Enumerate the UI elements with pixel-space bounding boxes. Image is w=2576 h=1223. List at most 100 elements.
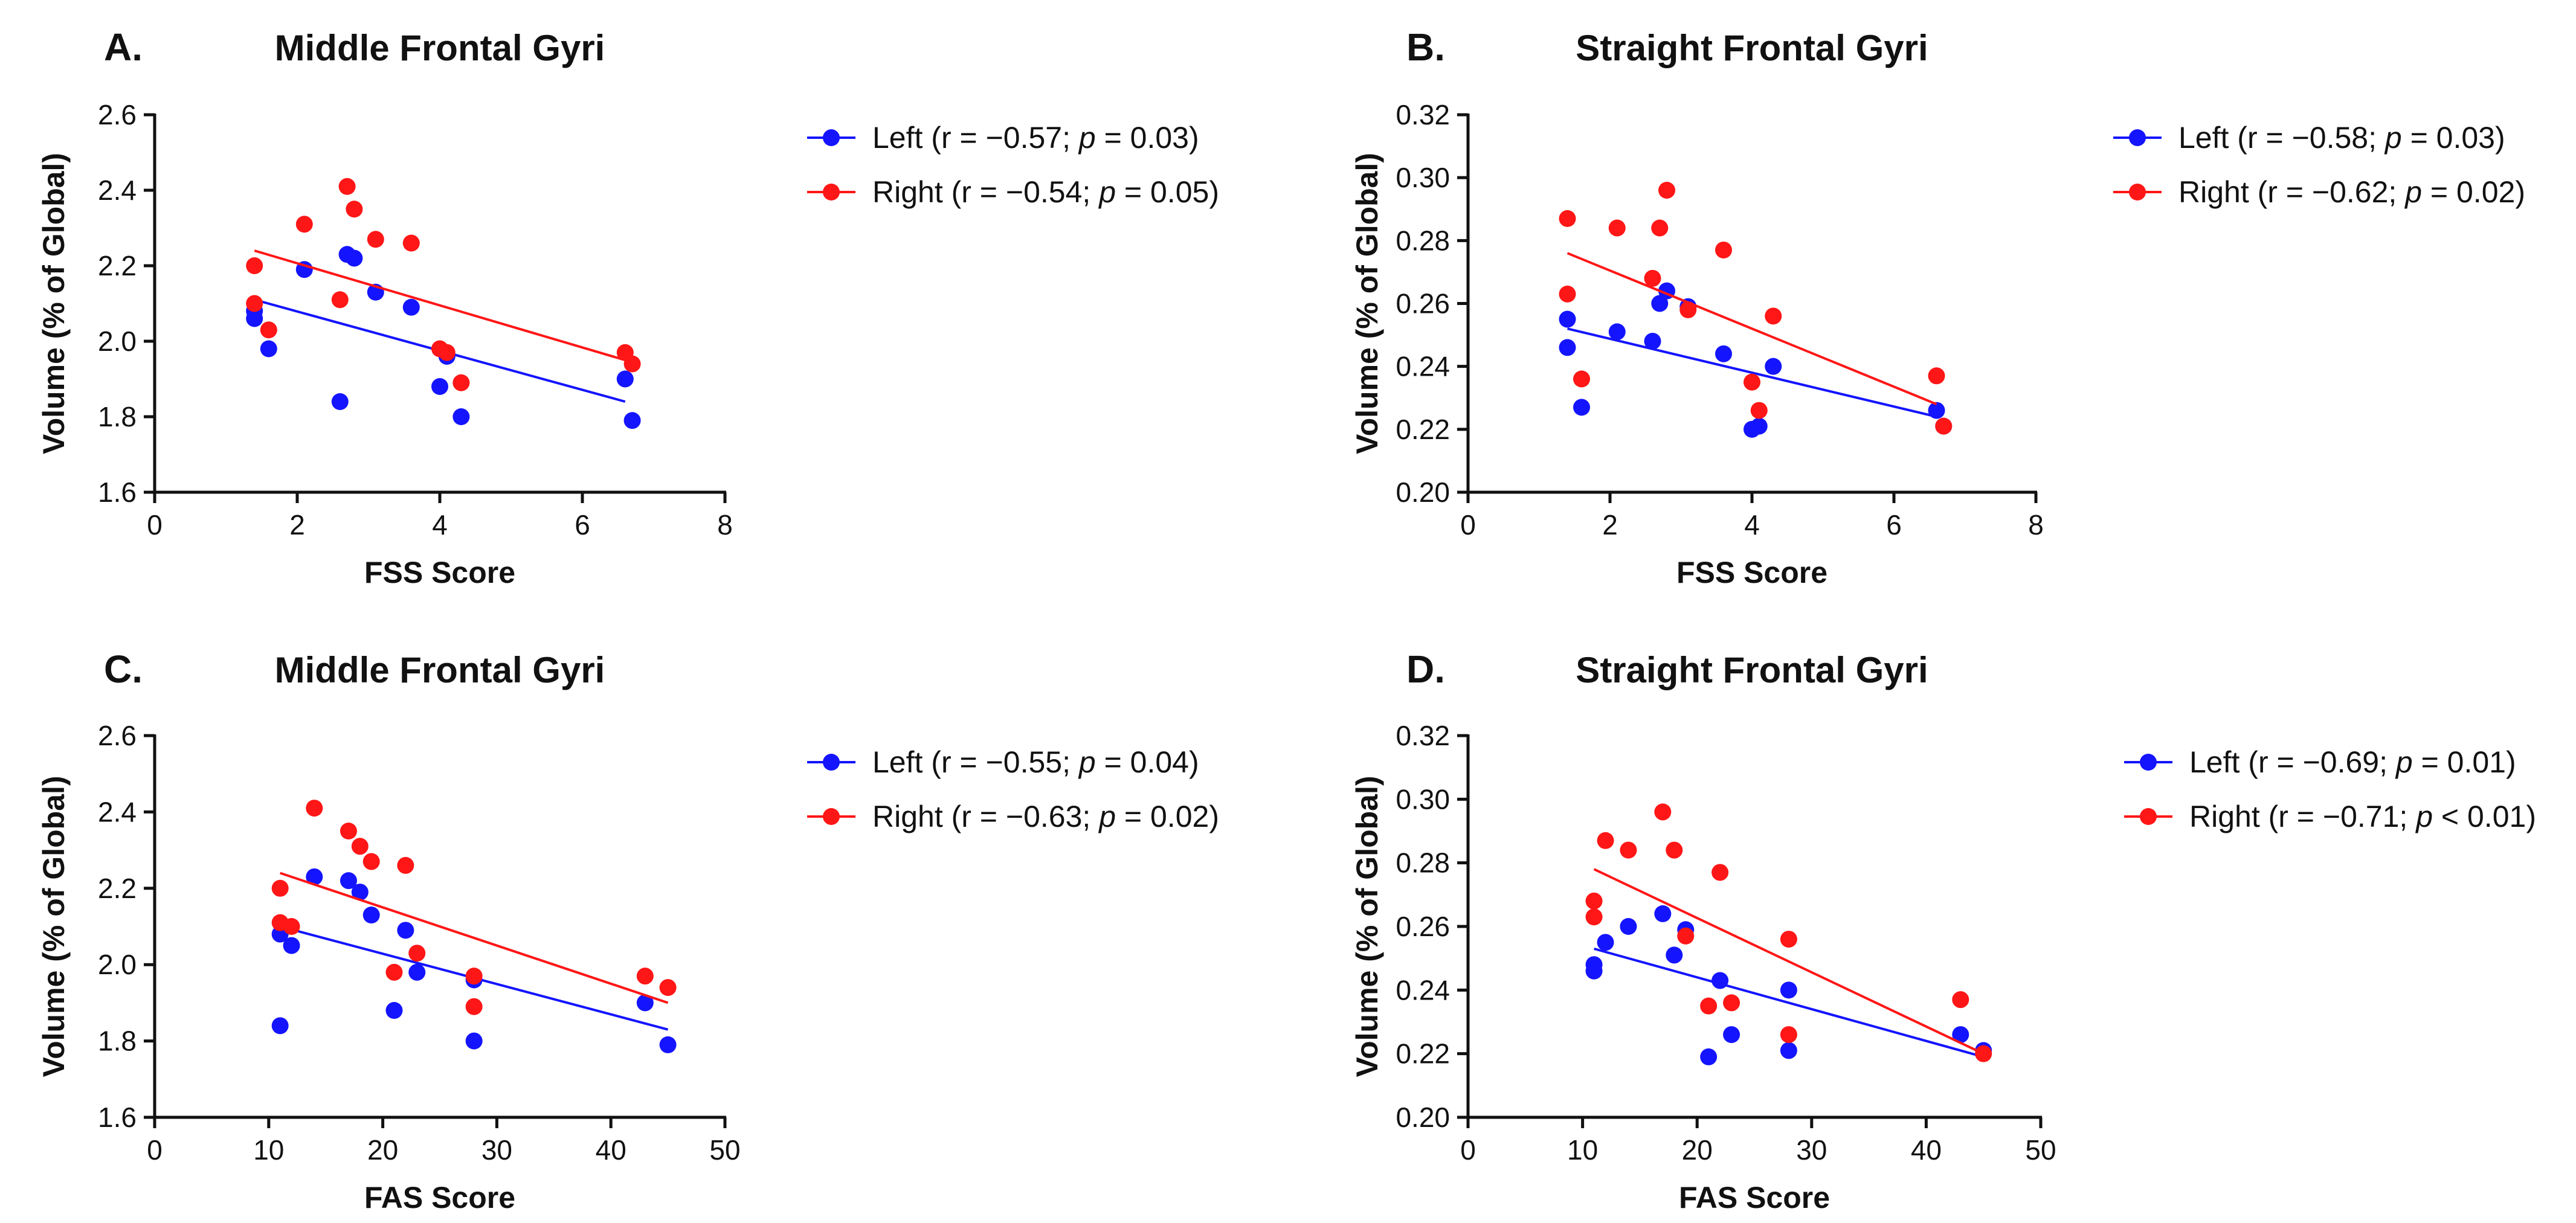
legend-item-right: Right (r = −0.71; p < 0.01) — [2124, 800, 2536, 833]
legend-label-stat: Right (r = −0.62; — [2178, 175, 2405, 209]
legend-label-p: p — [2395, 745, 2413, 779]
legend-label-p: p — [1078, 745, 1096, 779]
data-point-left — [260, 340, 277, 358]
legend-label: Left (r = −0.57; p = 0.03) — [872, 121, 1199, 155]
data-point-right — [338, 178, 356, 195]
x-tick-label: 40 — [1911, 1134, 1942, 1166]
data-point-right — [636, 968, 654, 985]
legend-label-stat: Right (r = −0.71; — [2189, 800, 2416, 833]
data-point-right — [271, 879, 289, 897]
legend-label-p: p — [2384, 121, 2402, 155]
x-tick-label: 20 — [1682, 1134, 1713, 1166]
x-tick-label: 6 — [575, 509, 590, 541]
legend-item-left: Left (r = −0.58; p = 0.03) — [2113, 121, 2505, 155]
data-point-right — [465, 968, 483, 985]
legend-label-stat: Left (r = −0.58; — [2178, 121, 2385, 155]
data-point-right — [1677, 927, 1695, 945]
x-axis-label: FSS Score — [1676, 556, 1827, 589]
panel-label: D. — [1406, 647, 1445, 691]
x-tick-label: 30 — [481, 1134, 512, 1166]
series-left — [1559, 282, 1953, 438]
data-point-right — [1711, 864, 1729, 881]
y-tick-label: 0.22 — [1396, 414, 1450, 445]
legend-label: Right (r = −0.71; p < 0.01) — [2189, 800, 2536, 833]
data-point-right — [1559, 210, 1576, 227]
legend-marker — [2140, 754, 2157, 771]
data-point-left — [346, 249, 363, 267]
y-axis-label: Volume (% of Global) — [1350, 775, 1384, 1077]
panel-a: A. Middle Frontal Gyri 1.6 1.8 2.0 2.2 2.4 2.6 0… — [37, 25, 1219, 589]
data-point-right — [1559, 285, 1576, 303]
x-tick-label: 8 — [717, 509, 733, 541]
data-point-right — [362, 853, 380, 870]
data-point-right — [1651, 219, 1669, 237]
regression-line-right — [1567, 252, 1937, 406]
x-tick-label: 2 — [1602, 509, 1618, 541]
x-tick-label: 0 — [1460, 1134, 1476, 1166]
legend-label-value: = 0.01) — [2413, 745, 2516, 779]
data-point-left — [1573, 399, 1590, 416]
y-tick-label: 0.30 — [1396, 783, 1450, 815]
legend-label-p: p — [2404, 175, 2422, 209]
data-point-right — [1620, 841, 1637, 859]
data-point-right — [331, 291, 349, 309]
panel-label: C. — [104, 647, 143, 691]
data-point-right — [1679, 301, 1697, 318]
data-point-right — [367, 231, 384, 248]
y-tick-label: 2.2 — [98, 873, 137, 904]
data-point-right — [1573, 370, 1590, 388]
data-point-left — [1666, 946, 1683, 964]
y-tick-label: 2.4 — [98, 796, 137, 827]
data-point-right — [1935, 417, 1953, 435]
data-point-left — [1644, 333, 1661, 350]
data-point-right — [1780, 1026, 1797, 1044]
regression-line-right — [280, 872, 669, 1004]
y-tick-label: 0.28 — [1396, 847, 1450, 879]
y-tick-label: 0.24 — [1396, 351, 1450, 382]
legend-label-value: = 0.04) — [1096, 745, 1199, 779]
legend-marker — [823, 754, 840, 771]
chart-title: Straight Frontal Gyri — [1576, 650, 1928, 690]
data-point-left — [351, 884, 369, 901]
y-tick-label: 0.20 — [1396, 1102, 1450, 1133]
y-tick-label: 0.32 — [1396, 99, 1450, 130]
data-point-right — [1765, 307, 1782, 325]
data-point-left — [1780, 1042, 1797, 1059]
x-tick-label: 40 — [596, 1134, 626, 1166]
data-point-left — [402, 298, 420, 316]
x-tick-label: 2 — [289, 509, 305, 541]
legend-marker — [2140, 808, 2157, 825]
series-left — [246, 246, 641, 429]
data-point-left — [1620, 918, 1637, 935]
y-tick-label: 1.6 — [98, 477, 137, 508]
legend-label-stat: Right (r = −0.54; — [872, 175, 1099, 209]
x-tick-label: 30 — [1796, 1134, 1827, 1166]
data-point-left — [283, 937, 300, 954]
data-point-right — [1608, 219, 1626, 237]
y-tick-label: 0.30 — [1396, 162, 1450, 193]
y-tick-label: 2.6 — [98, 99, 137, 130]
legend-marker — [2129, 129, 2146, 146]
y-tick-label: 0.28 — [1396, 225, 1450, 256]
series-right — [271, 800, 677, 1015]
chart-title: Middle Frontal Gyri — [275, 28, 605, 68]
data-point-right — [1780, 931, 1797, 948]
y-tick-label: 0.26 — [1396, 288, 1450, 319]
series-right — [1559, 182, 1953, 435]
data-point-right — [1750, 402, 1768, 419]
panel-d: D. Straight Frontal Gyri 0.20 0.22 0.24 0.26 0… — [1350, 647, 2536, 1215]
data-point-right — [283, 918, 300, 935]
data-point-left — [1780, 981, 1797, 999]
data-point-right — [623, 355, 641, 373]
data-point-right — [306, 800, 323, 817]
legend-label-p: p — [1078, 121, 1096, 155]
data-point-left — [1559, 310, 1576, 328]
legend-item-left: Left (r = −0.69; p = 0.01) — [2124, 745, 2516, 779]
x-tick-label: 0 — [1460, 509, 1476, 541]
legend-label: Right (r = −0.63; p = 0.02) — [872, 800, 1219, 833]
data-point-right — [1644, 269, 1661, 287]
y-tick-label: 0.20 — [1396, 477, 1450, 508]
data-point-left — [452, 408, 470, 425]
legend-label-value: = 0.05) — [1116, 175, 1219, 209]
